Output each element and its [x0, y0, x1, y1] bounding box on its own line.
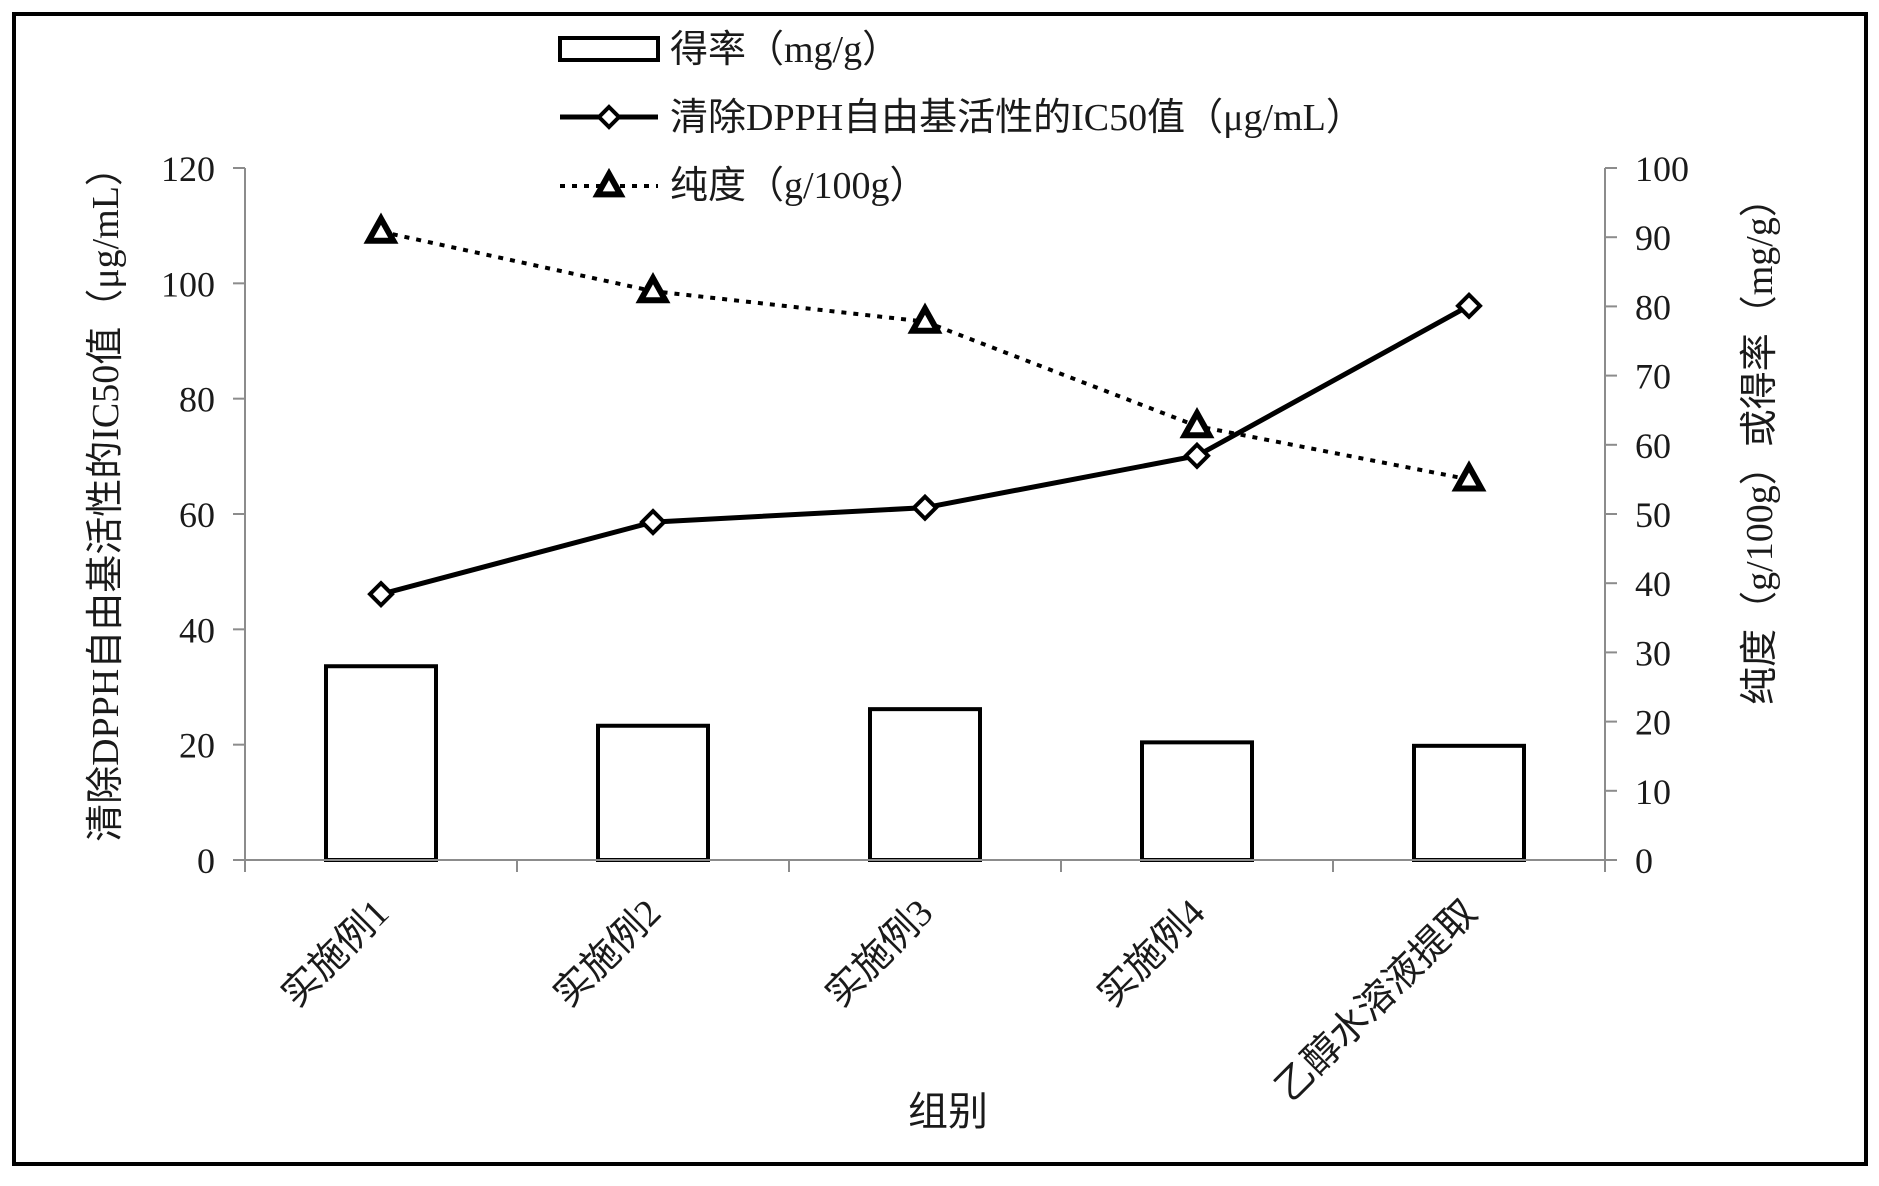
legend-label-purity: 纯度（g/100g） — [670, 165, 928, 207]
y-left-tick-label: 40 — [179, 610, 215, 650]
y-axis-left-label: 清除DPPH自由基活性的IC50值（μg/mL） — [85, 148, 127, 842]
y-right-tick-label: 100 — [1635, 149, 1689, 189]
y-right-tick-label: 0 — [1635, 841, 1653, 881]
y-left-tick-label: 100 — [161, 264, 215, 304]
bar-series — [324, 664, 1526, 863]
bar-yield — [1412, 743, 1526, 863]
point-purity — [1179, 406, 1215, 439]
bar-yield — [1140, 740, 1254, 862]
legend-marker-purity — [592, 167, 626, 198]
y-left-tick-label: 60 — [179, 495, 215, 535]
y-right-tick-label: 40 — [1635, 564, 1671, 604]
point-purity — [907, 302, 943, 334]
point-purity — [635, 272, 671, 304]
y-right-tick-label: 30 — [1635, 633, 1671, 673]
y-right-tick-label: 20 — [1635, 703, 1671, 743]
legend-label-yield: 得率（mg/g） — [670, 29, 900, 71]
point-ic50 — [639, 508, 667, 536]
line-series — [363, 212, 1487, 608]
y-right-tick-label: 90 — [1635, 218, 1671, 258]
point-ic50 — [911, 493, 939, 522]
y-right-tick-label: 70 — [1635, 357, 1671, 397]
bar-yield — [596, 723, 710, 863]
point-purity — [363, 212, 399, 244]
y-right-tick-label: 60 — [1635, 426, 1671, 466]
point-purity — [1451, 460, 1487, 492]
y-right-tick-label: 80 — [1635, 287, 1671, 327]
y-right-tick-label: 10 — [1635, 772, 1671, 812]
legend-label-ic50: 清除DPPH自由基活性的IC50值（μg/mL） — [670, 97, 1364, 139]
point-ic50 — [1183, 441, 1211, 470]
legend-swatch-yield — [558, 36, 660, 62]
figure-border — [12, 12, 1868, 1166]
y-axis-right-label: 纯度（g/100g）或得率（mg/g） — [1739, 179, 1781, 705]
bar-yield — [324, 664, 438, 862]
legend-marker-ic50 — [596, 104, 622, 130]
x-axis-label: 组别 — [908, 1089, 988, 1134]
legend: 得率（mg/g） 清除DPPH自由基活性的IC50值（μg/mL） 纯度（g/100… — [558, 29, 1364, 207]
y-right-tick-label: 50 — [1635, 495, 1671, 535]
bar-yield — [868, 707, 982, 862]
y-left-tick-label: 0 — [197, 841, 215, 881]
point-ic50 — [1455, 291, 1483, 320]
y-left-tick-label: 20 — [179, 726, 215, 766]
point-ic50 — [367, 580, 395, 608]
y-left-tick-label: 120 — [161, 149, 215, 189]
y-left-tick-label: 80 — [179, 380, 215, 420]
